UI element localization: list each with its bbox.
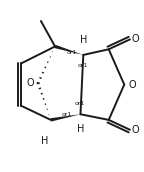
Text: or1: or1 bbox=[75, 101, 85, 106]
Text: or1: or1 bbox=[67, 50, 77, 55]
Text: H: H bbox=[41, 136, 49, 146]
Text: H: H bbox=[80, 35, 88, 45]
Polygon shape bbox=[51, 114, 80, 122]
Text: O: O bbox=[132, 126, 139, 136]
Text: O: O bbox=[26, 78, 34, 88]
Text: or1: or1 bbox=[61, 112, 72, 117]
Text: or1: or1 bbox=[77, 63, 88, 68]
Polygon shape bbox=[55, 45, 83, 55]
Text: H: H bbox=[77, 124, 85, 134]
Text: O: O bbox=[128, 80, 136, 90]
Text: O: O bbox=[132, 34, 139, 44]
